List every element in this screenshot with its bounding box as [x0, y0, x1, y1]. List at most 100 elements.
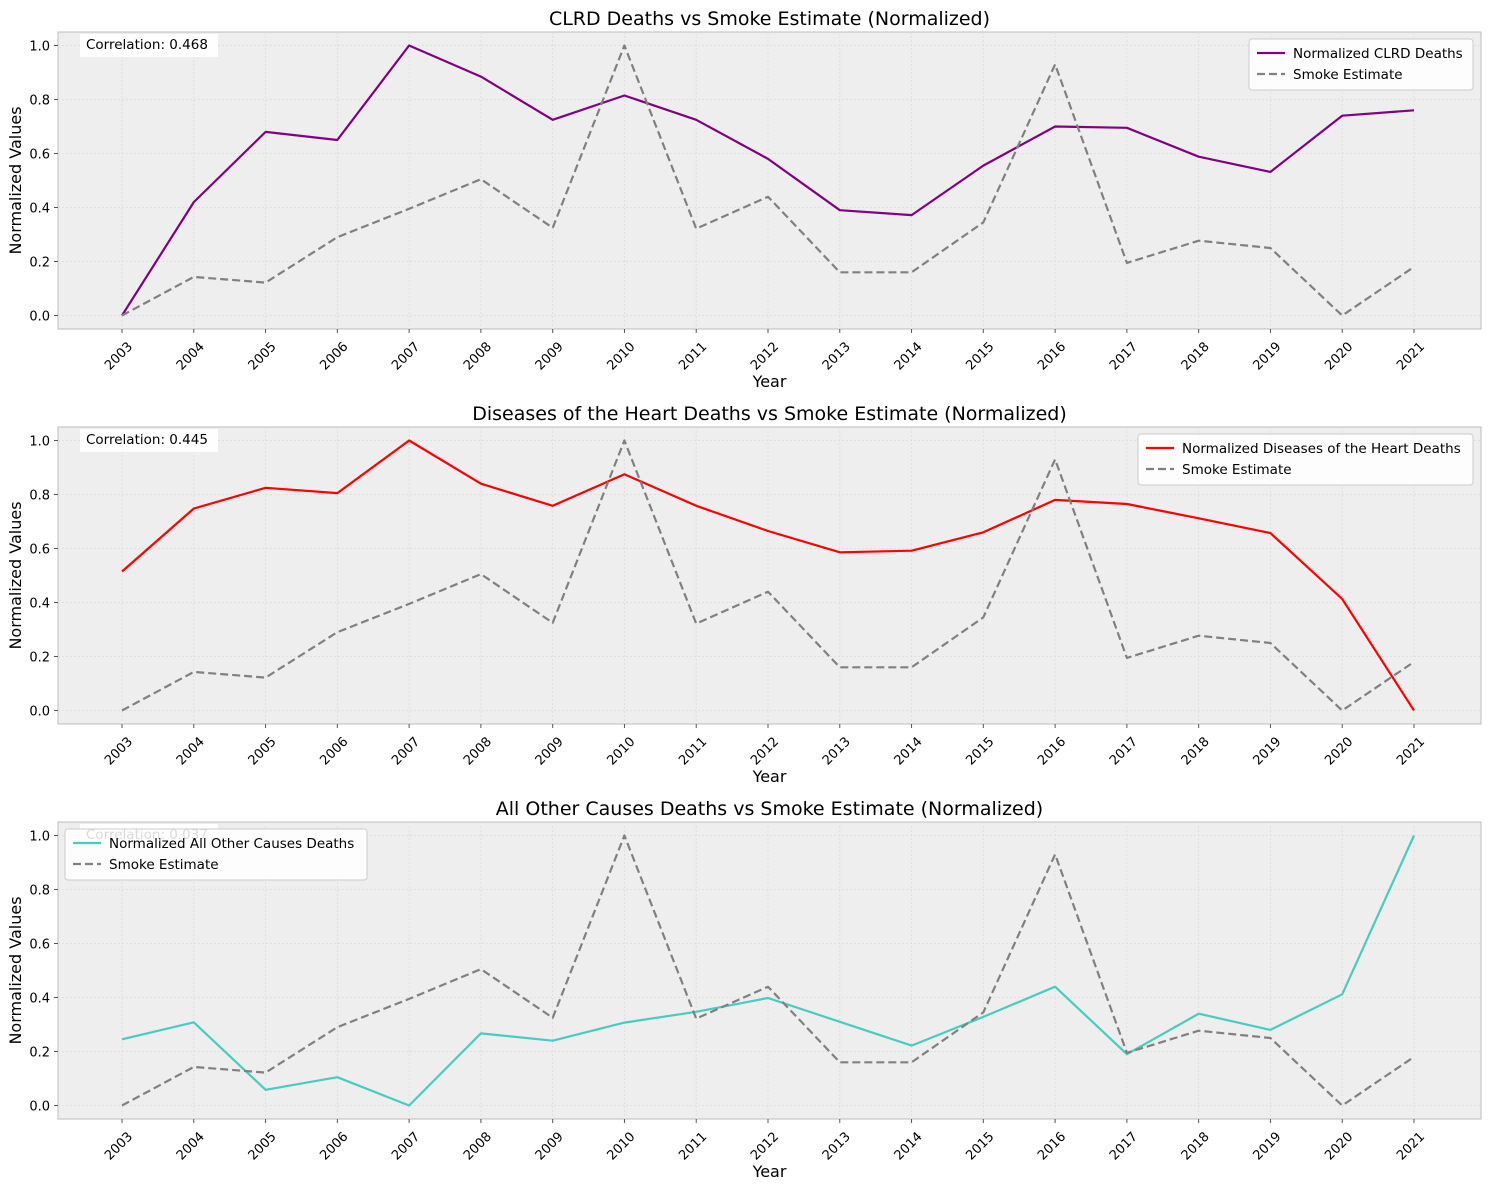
correlation-text: Correlation: 0.468 — [86, 37, 208, 53]
x-tick-label: 2011 — [676, 339, 710, 373]
x-tick-label: 2016 — [1035, 734, 1069, 768]
x-tick-label: 2021 — [1394, 339, 1428, 373]
x-tick-label: 2021 — [1394, 1129, 1428, 1163]
x-tick-label: 2013 — [820, 1129, 854, 1163]
x-tick-label: 2015 — [963, 339, 997, 373]
chart-title: All Other Causes Deaths vs Smoke Estimat… — [496, 798, 1043, 820]
chart-title: CLRD Deaths vs Smoke Estimate (Normalize… — [549, 8, 990, 30]
x-tick-label: 2007 — [389, 339, 423, 373]
x-tick-label: 2012 — [748, 734, 782, 768]
x-tick-label: 2009 — [533, 734, 567, 768]
y-tick-label: 0.0 — [29, 705, 50, 720]
y-tick-label: 0.2 — [29, 256, 50, 271]
x-tick-label: 2008 — [461, 734, 495, 768]
x-tick-label: 2011 — [676, 1129, 710, 1163]
x-tick-label: 2015 — [963, 1129, 997, 1163]
x-tick-label: 2013 — [820, 339, 854, 373]
y-tick-label: 0.0 — [29, 1100, 50, 1115]
x-tick-label: 2017 — [1107, 1129, 1141, 1163]
y-tick-label: 0.6 — [29, 938, 50, 953]
y-tick-label: 0.6 — [29, 148, 50, 163]
legend: Normalized All Other Causes Deaths Smoke … — [64, 828, 368, 881]
x-tick-label: 2006 — [317, 339, 351, 373]
x-tick-label: 2010 — [604, 734, 638, 768]
chart-title: Diseases of the Heart Deaths vs Smoke Es… — [472, 403, 1067, 425]
x-tick-label: 2019 — [1250, 339, 1284, 373]
correlation-box — [80, 429, 218, 452]
x-tick-label: 2017 — [1107, 339, 1141, 373]
y-tick-label: 1.0 — [29, 830, 50, 845]
legend-label: Normalized All Other Causes Deaths — [109, 836, 354, 852]
legend-box — [1137, 433, 1474, 486]
y-tick-label: 0.0 — [29, 310, 50, 325]
x-tick-label: 2012 — [748, 1129, 782, 1163]
x-tick-label: 2018 — [1179, 1129, 1213, 1163]
y-tick-label: 0.8 — [29, 94, 50, 109]
legend-label: Normalized Diseases of the Heart Deaths — [1182, 441, 1461, 457]
legend: Normalized CLRD Deaths Smoke Estimate — [1248, 38, 1474, 91]
x-tick-label: 2014 — [892, 339, 926, 373]
x-tick-label: 2003 — [102, 339, 136, 373]
y-tick-label: 0.2 — [29, 1046, 50, 1061]
x-tick-label: 2013 — [820, 734, 854, 768]
x-axis-label: Year — [752, 372, 787, 391]
x-tick-label: 2008 — [461, 339, 495, 373]
x-tick-label: 2020 — [1322, 734, 1356, 768]
x-tick-label: 2010 — [604, 1129, 638, 1163]
x-tick-label: 2015 — [963, 734, 997, 768]
x-tick-label: 2021 — [1394, 734, 1428, 768]
y-tick-label: 1.0 — [29, 435, 50, 450]
x-tick-label: 2003 — [102, 734, 136, 768]
legend-label: Smoke Estimate — [1293, 67, 1403, 83]
plot-area — [57, 31, 1482, 330]
x-axis-label: Year — [752, 1162, 787, 1181]
x-tick-label: 2019 — [1250, 1129, 1284, 1163]
legend-label: Normalized CLRD Deaths — [1293, 46, 1463, 62]
y-axis-label: Normalized Values — [6, 896, 25, 1044]
x-tick-label: 2009 — [533, 339, 567, 373]
x-tick-label: 2005 — [246, 734, 280, 768]
series-line-deaths — [121, 439, 1415, 712]
correlation-text: Correlation: 0.445 — [86, 432, 208, 448]
y-tick-label: 0.8 — [29, 489, 50, 504]
x-tick-label: 2006 — [317, 734, 351, 768]
x-tick-label: 2009 — [533, 1129, 567, 1163]
chart-panel-3: 0.0 0.2 0.4 0.6 0.8 1.0 2003 2004 2005 2006 2007 20… — [6, 798, 1482, 1181]
legend-label: Smoke Estimate — [1182, 462, 1292, 478]
legend: Normalized Diseases of the Heart Deaths S… — [1137, 433, 1474, 486]
x-tick-label: 2019 — [1250, 734, 1284, 768]
x-tick-label: 2003 — [102, 1129, 136, 1163]
x-tick-label: 2016 — [1035, 339, 1069, 373]
x-tick-label: 2006 — [317, 1129, 351, 1163]
x-tick-label: 2018 — [1179, 734, 1213, 768]
x-tick-label: 2007 — [389, 734, 423, 768]
y-tick-label: 0.4 — [29, 992, 50, 1007]
x-tick-label: 2011 — [676, 734, 710, 768]
legend-box — [64, 828, 368, 881]
x-tick-label: 2010 — [604, 339, 638, 373]
series-line-deaths — [121, 835, 1416, 1107]
y-tick-label: 0.6 — [29, 543, 50, 558]
x-axis-label: Year — [752, 767, 787, 786]
x-tick-label: 2004 — [174, 1129, 208, 1163]
y-axis-label: Normalized Values — [6, 501, 25, 649]
x-tick-label: 2014 — [892, 734, 926, 768]
x-tick-label: 2005 — [246, 339, 280, 373]
x-tick-label: 2014 — [892, 1129, 926, 1163]
chart-panel-1: 0.0 0.2 0.4 0.6 0.8 1.0 2003 2004 2005 2006 2007 20… — [6, 8, 1482, 391]
x-tick-label: 2004 — [174, 734, 208, 768]
x-tick-label: 2004 — [174, 339, 208, 373]
x-tick-label: 2005 — [246, 1129, 280, 1163]
correlation-annotation: Correlation: 0.468 — [80, 34, 218, 57]
x-tick-label: 2017 — [1107, 734, 1141, 768]
legend-box — [1248, 38, 1474, 91]
correlation-box — [80, 34, 218, 57]
x-tick-label: 2008 — [461, 1129, 495, 1163]
y-axis-label: Normalized Values — [6, 106, 25, 254]
x-tick-label: 2016 — [1035, 1129, 1069, 1163]
x-tick-label: 2012 — [748, 339, 782, 373]
correlation-annotation: Correlation: 0.445 — [80, 429, 218, 452]
y-tick-label: 0.2 — [29, 651, 50, 666]
legend-label: Smoke Estimate — [109, 857, 219, 873]
